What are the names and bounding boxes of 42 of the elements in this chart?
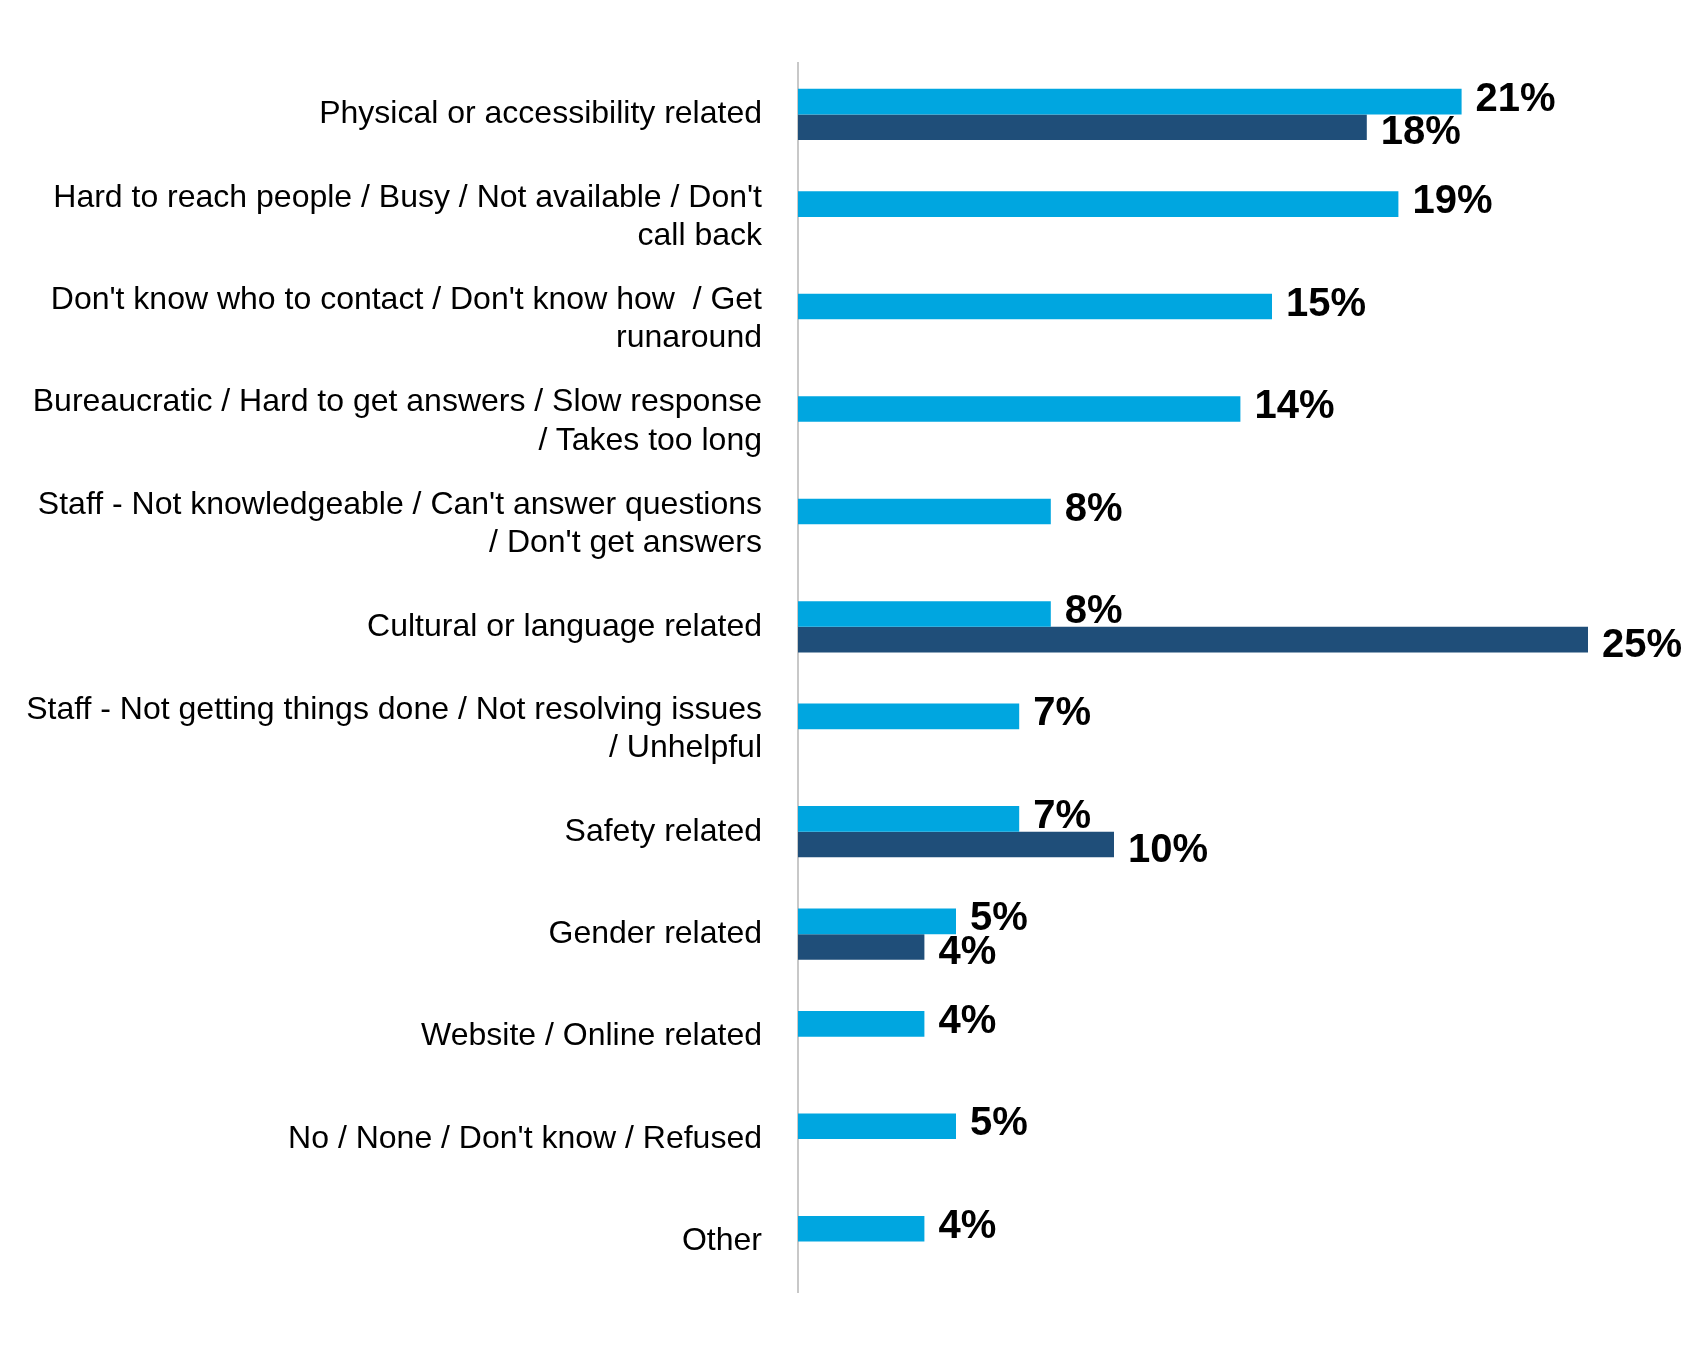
y-tick-label: No / None / Don't know / Refused bbox=[288, 1118, 762, 1155]
data-label: 4% bbox=[938, 1201, 997, 1246]
data-label: 14% bbox=[1254, 382, 1335, 427]
bar bbox=[798, 806, 1020, 832]
bar bbox=[798, 191, 1399, 217]
bar bbox=[798, 934, 925, 960]
bar bbox=[798, 293, 1272, 320]
data-label: 5% bbox=[970, 1099, 1028, 1144]
y-tick-label: Physical or accessibility related bbox=[319, 94, 762, 131]
data-label: 25% bbox=[1602, 620, 1683, 665]
data-label: 7% bbox=[1033, 689, 1092, 734]
data-label: 15% bbox=[1286, 279, 1367, 324]
y-tick-label: Gender related bbox=[548, 913, 762, 950]
bar bbox=[798, 114, 1367, 141]
data-label: 7% bbox=[1033, 791, 1092, 836]
y-tick-label: Safety related bbox=[564, 811, 762, 848]
y-tick-label: Other bbox=[681, 1221, 763, 1258]
data-label: 18% bbox=[1380, 108, 1461, 153]
bar bbox=[798, 1215, 925, 1242]
bar bbox=[798, 396, 1241, 422]
bar bbox=[798, 601, 1051, 627]
y-tick-label: Website / Online related bbox=[421, 1016, 762, 1053]
y-tick-label: Bureaucratic / Hard to get answers / Slow response / Takes too long bbox=[32, 382, 762, 457]
bar bbox=[798, 498, 1051, 525]
bar bbox=[798, 1011, 925, 1037]
bar bbox=[798, 703, 1020, 730]
data-label: 21% bbox=[1475, 74, 1556, 119]
y-tick-label: Staff - Not knowledgeable / Can't answer questions / Don't get answers bbox=[37, 484, 762, 560]
bar bbox=[798, 1113, 956, 1140]
y-tick-label: Don't know who to contact / Don't know how / Get runaround bbox=[50, 279, 763, 355]
data-label: 10% bbox=[1128, 825, 1209, 870]
bar bbox=[798, 88, 1462, 115]
y-tick-label: Cultural or language related bbox=[367, 606, 762, 643]
bar bbox=[798, 626, 1588, 653]
data-label: 4% bbox=[938, 996, 997, 1041]
data-label: 19% bbox=[1412, 177, 1493, 222]
bar bbox=[798, 908, 956, 935]
data-label: 8% bbox=[1064, 484, 1123, 529]
bar bbox=[798, 831, 1114, 858]
y-tick-label: Staff - Not getting things done / Not resolving issues / Unhelpful bbox=[26, 689, 762, 765]
data-label: 8% bbox=[1064, 586, 1123, 631]
y-tick-label: Hard to reach people / Busy / Not available / Don't call back bbox=[53, 177, 763, 252]
